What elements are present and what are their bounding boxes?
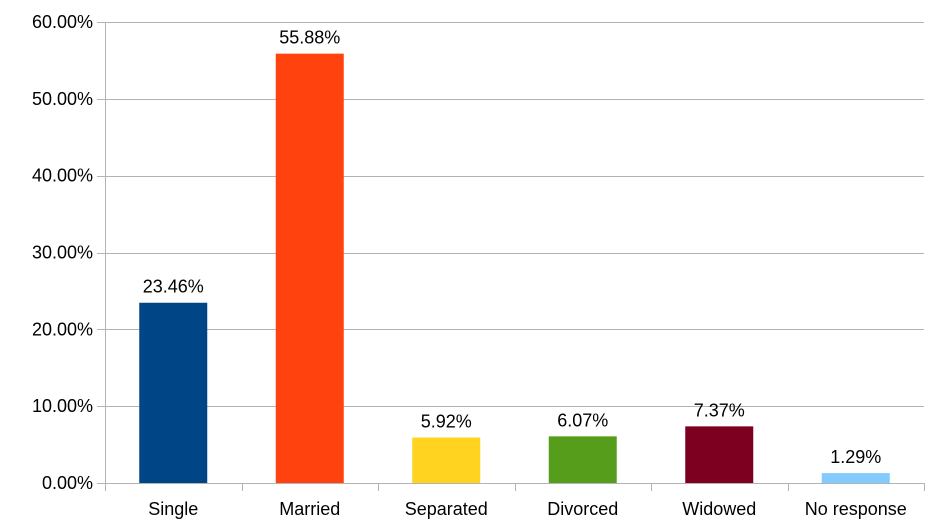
y-tick-label: 30.00% [32, 243, 93, 263]
x-category-label: No response [805, 499, 907, 519]
axes [105, 22, 925, 491]
x-category-label: Married [279, 499, 340, 519]
bar [821, 473, 890, 483]
data-label: 55.88% [279, 28, 340, 48]
bar [412, 437, 481, 483]
y-tick-label: 40.00% [32, 166, 93, 186]
x-category-label: Single [148, 499, 198, 519]
data-label: 23.46% [143, 277, 204, 297]
y-tick-label: 20.00% [32, 319, 93, 339]
y-tick-label: 60.00% [32, 12, 93, 32]
data-label: 5.92% [421, 412, 472, 432]
bar [139, 302, 208, 483]
data-label: 1.29% [830, 447, 881, 467]
x-category-label: Divorced [547, 499, 618, 519]
data-label: 6.07% [557, 410, 608, 430]
labels: 0.00% 10.00% 20.00% 30.00% 40.00% 50.00% 60.00… [32, 12, 907, 519]
y-tick-label: 50.00% [32, 89, 93, 109]
bar [548, 436, 617, 483]
bars [139, 53, 890, 483]
y-tick-label: 10.00% [32, 396, 93, 416]
data-label: 7.37% [694, 400, 745, 420]
gridlines [97, 22, 924, 484]
x-category-label: Widowed [682, 499, 756, 519]
bar [275, 53, 344, 483]
x-category-label: Separated [405, 499, 488, 519]
y-tick-label: 0.00% [42, 473, 93, 493]
bar [685, 426, 754, 483]
